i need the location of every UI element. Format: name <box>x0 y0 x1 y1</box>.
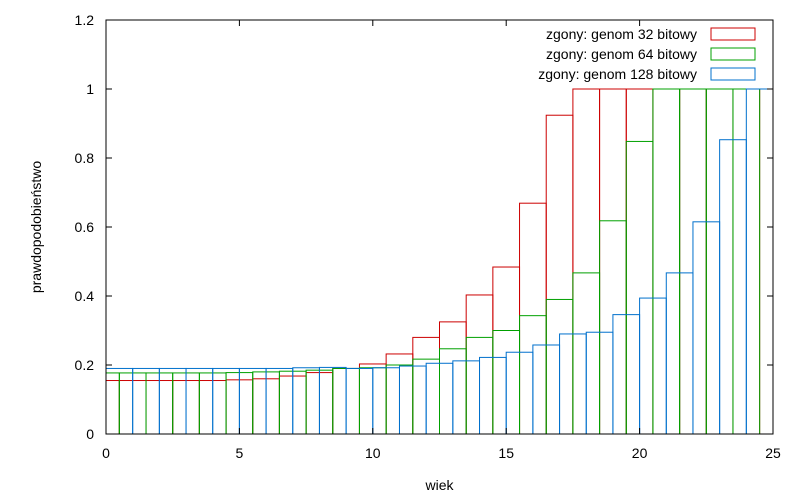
y-tick-label: 0.6 <box>75 219 95 235</box>
y-tick-label: 0.4 <box>75 288 95 304</box>
ticks-layer: 0 5 10 15 20 25 0 0.2 0.4 0.6 0.8 1 1.2 <box>75 12 781 461</box>
y-tick-label: 0.8 <box>75 150 95 166</box>
bars-layer <box>105 88 774 435</box>
legend-label: zgony: genom 64 bitowy <box>546 46 697 62</box>
bar <box>105 380 120 435</box>
x-tick-label: 0 <box>102 445 110 461</box>
legend-label: zgony: genom 128 bitowy <box>538 66 697 82</box>
legend-entry: zgony: genom 32 bitowy <box>546 26 756 42</box>
x-tick-label: 20 <box>632 445 648 461</box>
legend-swatch <box>710 27 756 41</box>
x-tick-label: 25 <box>765 445 781 461</box>
legend-swatch <box>710 67 756 81</box>
y-axis-title: prawdopodobieństwo <box>28 161 44 294</box>
y-tick-label: 1 <box>86 81 94 97</box>
legend-label: zgony: genom 32 bitowy <box>546 26 697 42</box>
y-tick-label: 0.2 <box>75 357 95 373</box>
y-tick-label: 1.2 <box>75 12 95 28</box>
series-2 <box>105 88 761 435</box>
legend-entry: zgony: genom 128 bitowy <box>538 66 756 82</box>
legend: zgony: genom 32 bitowy zgony: genom 64 bi… <box>538 26 756 82</box>
legend-swatch <box>710 47 756 61</box>
legend-entry: zgony: genom 64 bitowy <box>546 46 756 62</box>
series-1 <box>105 88 761 435</box>
y-tick-label: 0 <box>86 426 94 442</box>
x-tick-label: 5 <box>236 445 244 461</box>
x-axis-title: wiek <box>424 477 454 493</box>
x-tick-label: 10 <box>365 445 381 461</box>
x-tick-label: 15 <box>498 445 514 461</box>
bar <box>105 372 120 435</box>
